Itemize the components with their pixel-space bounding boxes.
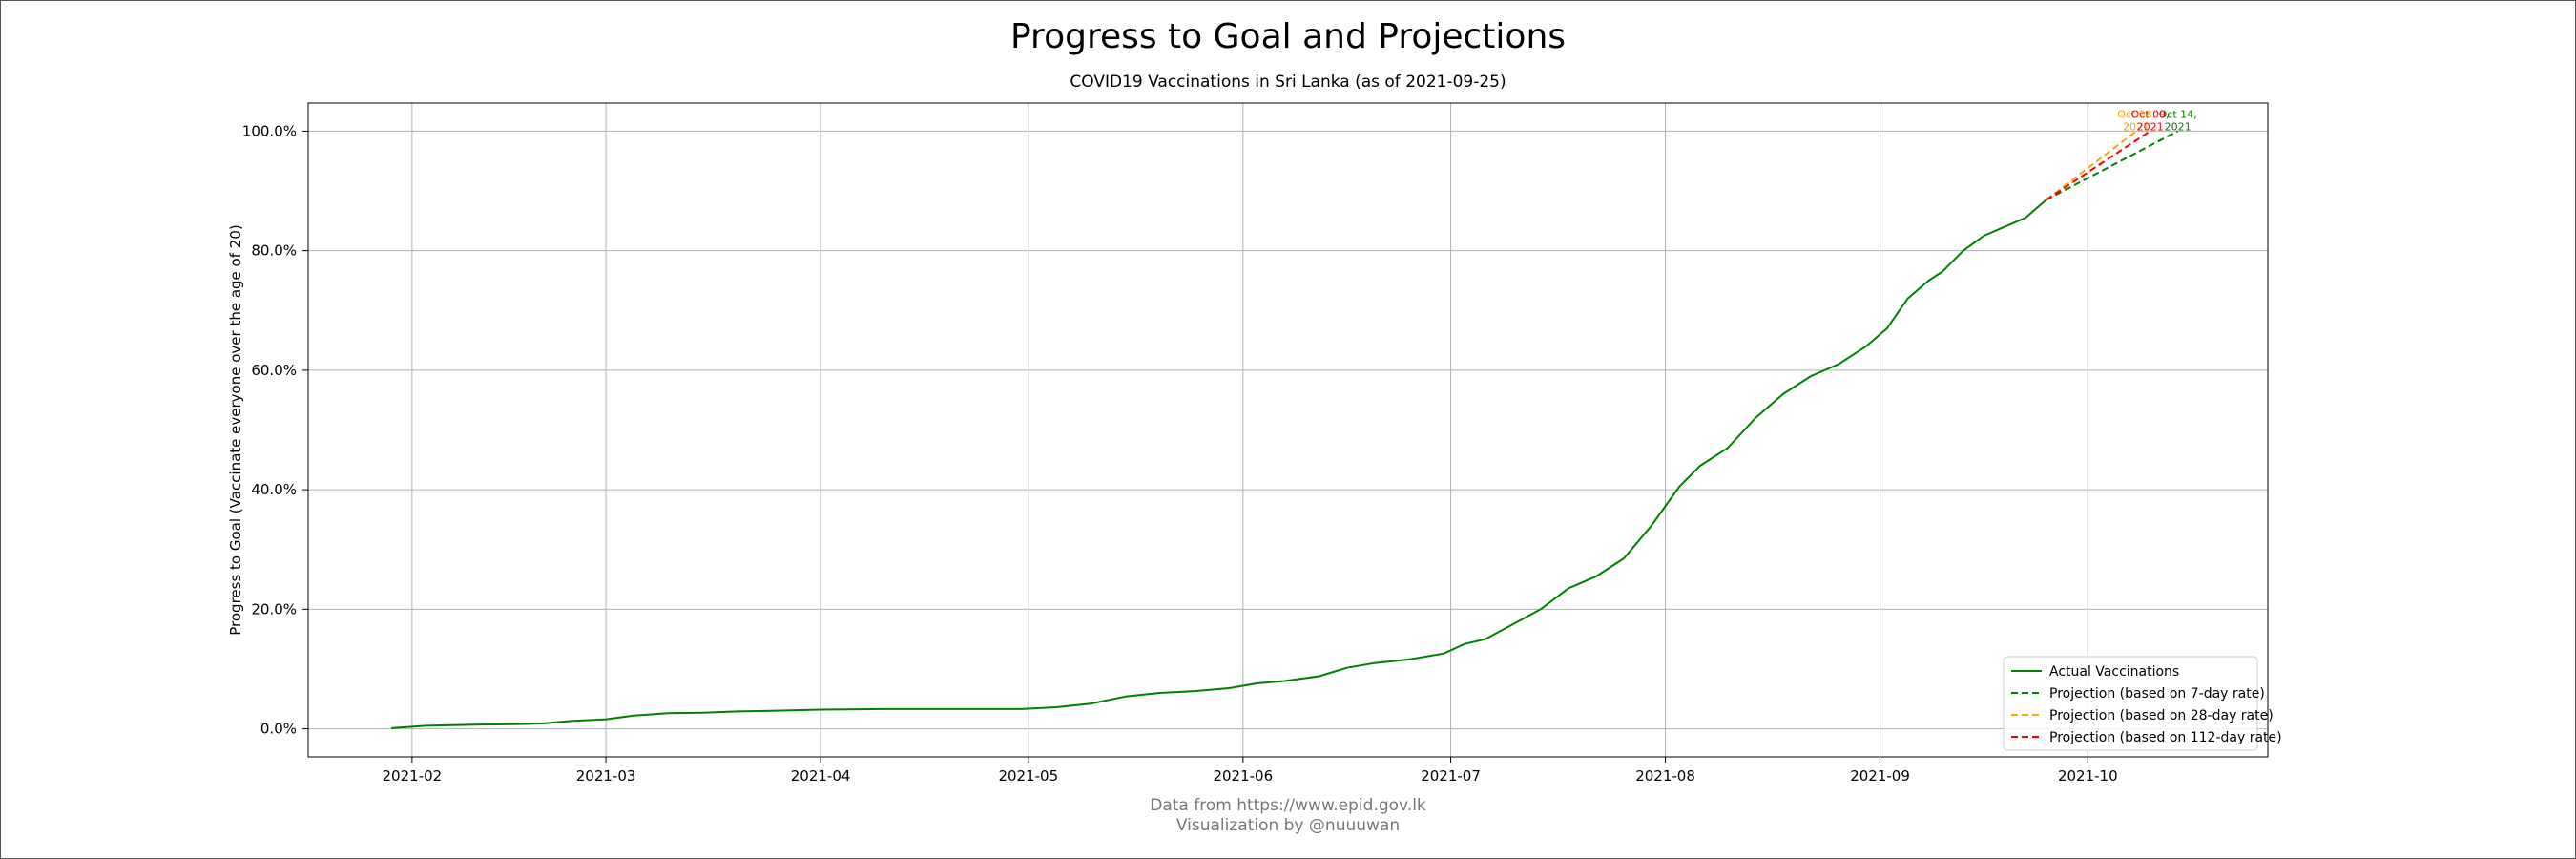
- series-line-1: [2046, 130, 2179, 201]
- projection-date-label: Oct 14, 2021: [2159, 108, 2197, 133]
- legend-box: [2003, 656, 2258, 751]
- y-tick-label: 60.0%: [251, 362, 297, 379]
- footer-source: Data from https://www.epid.gov.lk: [1150, 796, 1426, 815]
- x-tick-label: 2021-02: [383, 767, 443, 785]
- x-tick-label: 2021-07: [1421, 767, 1481, 785]
- legend-entry-3: Projection (based on 112-day rate): [2049, 730, 2282, 745]
- legend-entry-1: Projection (based on 7-day rate): [2049, 686, 2265, 702]
- legend-entry-0: Actual Vaccinations: [2049, 664, 2179, 680]
- x-tick-label: 2021-04: [791, 767, 851, 785]
- y-tick-label: 40.0%: [251, 481, 297, 498]
- x-tick-label: 2021-03: [576, 767, 636, 785]
- x-tick-label: 2021-06: [1213, 767, 1273, 785]
- chart-title: Progress to Goal and Projections: [1009, 17, 1567, 56]
- series-line-3: [2046, 130, 2151, 201]
- series-line-2: [2046, 130, 2137, 201]
- y-tick-label: 0.0%: [260, 721, 297, 738]
- y-axis-label: Progress to Goal (Vaccinate everyone ove…: [227, 224, 244, 635]
- y-tick-label: 20.0%: [251, 600, 297, 618]
- legend-entry-2: Projection (based on 28-day rate): [2049, 708, 2274, 723]
- x-tick-label: 2021-09: [1850, 767, 1910, 785]
- plot-area-border: [307, 102, 2269, 758]
- x-tick-label: 2021-10: [2058, 767, 2118, 785]
- chart-subtitle: COVID19 Vaccinations in Sri Lanka (as of…: [1070, 73, 1506, 92]
- y-tick-label: 100.0%: [242, 122, 297, 139]
- projection-date-label: Oct 08, 2021: [2117, 108, 2155, 133]
- x-tick-label: 2021-08: [1635, 767, 1695, 785]
- footer-credit: Visualization by @nuuuwan: [1175, 816, 1401, 835]
- projection-date-label: Oct 09, 2021: [2131, 108, 2170, 133]
- x-tick-label: 2021-05: [998, 767, 1058, 785]
- y-tick-label: 80.0%: [251, 242, 297, 260]
- series-line-0: [391, 199, 2047, 729]
